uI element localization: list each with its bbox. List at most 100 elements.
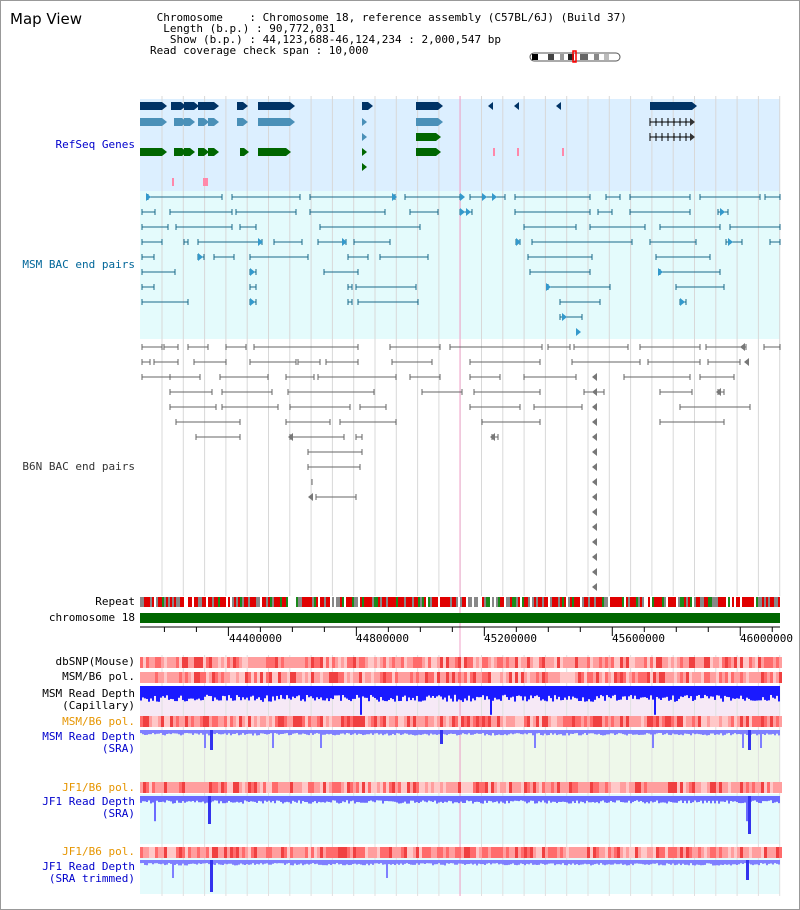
depth-bar — [454, 860, 456, 865]
msm-read-depth-cap-label[interactable]: MSM Read Depth (Capillary) — [42, 688, 135, 712]
heat-cell — [287, 716, 290, 727]
jf1-b6-pol-label-2[interactable]: JF1/B6 pol. — [62, 845, 135, 858]
gene-feature — [198, 102, 214, 110]
depth-bar — [504, 686, 506, 695]
heat-cell — [317, 847, 320, 858]
depth-bar — [472, 860, 474, 865]
heat-cell — [248, 672, 251, 683]
msm-bac-label[interactable]: MSM BAC end pairs — [22, 258, 135, 271]
heat-cell — [143, 716, 146, 727]
heat-cell — [317, 672, 320, 683]
depth-bar — [264, 686, 266, 699]
msm-read-depth-sra-label[interactable]: MSM Read Depth (SRA) — [42, 731, 135, 755]
heat-cell — [536, 657, 539, 668]
heat-cell — [347, 672, 350, 683]
repeat-segment — [474, 597, 476, 607]
refseq-genes-label[interactable]: RefSeq Genes — [55, 138, 135, 151]
depth-bar — [384, 686, 386, 702]
heat-cell — [668, 847, 671, 858]
depth-bar — [648, 860, 650, 865]
heat-cell — [707, 716, 710, 727]
depth-bar — [372, 860, 374, 865]
repeat-segment — [634, 597, 636, 607]
depth-bar — [698, 730, 700, 735]
msm-b6-pol-label-2[interactable]: MSM/B6 pol. — [62, 715, 135, 728]
gene-marker — [392, 193, 397, 201]
depth-bar — [342, 860, 344, 866]
heat-cell — [176, 672, 179, 683]
repeat-segment — [358, 597, 360, 607]
depth-bar — [654, 796, 656, 802]
depth-bar — [556, 686, 558, 700]
heat-cell — [614, 716, 617, 727]
depth-bar — [486, 730, 488, 735]
depth-bar — [272, 730, 274, 748]
heat-cell — [623, 657, 626, 668]
heat-cell — [143, 782, 146, 793]
heat-cell — [620, 657, 623, 668]
heat-cell — [440, 716, 443, 727]
jf1-read-depth-trim-label[interactable]: JF1 Read Depth (SRA trimmed) — [42, 861, 135, 885]
heat-cell — [389, 782, 392, 793]
repeat-segment — [190, 597, 192, 607]
repeat-segment — [328, 597, 330, 607]
repeat-segment — [172, 597, 174, 607]
repeat-label[interactable]: Repeat — [95, 595, 135, 608]
repeat-segment — [700, 597, 702, 607]
heat-cell — [245, 716, 248, 727]
depth-bar — [390, 860, 392, 865]
dbsnp-label[interactable]: dbSNP(Mouse) — [55, 655, 135, 668]
depth-bar — [746, 686, 748, 698]
depth-bar — [440, 686, 442, 697]
repeat-segment — [650, 597, 652, 607]
heat-cell — [149, 782, 152, 793]
heat-cell — [563, 716, 566, 727]
heat-cell — [449, 716, 452, 727]
heat-cell — [623, 716, 626, 727]
heat-cell — [740, 657, 743, 668]
repeat-segment — [732, 597, 734, 607]
repeat-segment — [708, 597, 710, 607]
heat-cell — [764, 847, 767, 858]
depth-bar — [580, 796, 582, 802]
repeat-segment — [286, 597, 288, 607]
depth-bar — [490, 860, 492, 865]
heat-cell — [254, 716, 257, 727]
repeat-segment — [746, 597, 748, 607]
heat-cell — [767, 672, 770, 683]
depth-bar — [334, 730, 336, 736]
heat-cell — [629, 847, 632, 858]
chromosome-label[interactable]: chromosome 18 — [48, 611, 135, 624]
gene-marker — [658, 268, 663, 276]
heat-cell — [548, 657, 551, 668]
repeat-segment — [518, 597, 520, 607]
repeat-segment — [490, 597, 492, 607]
heat-cell — [251, 716, 254, 727]
heat-cell — [239, 657, 242, 668]
b6n-bac-label[interactable]: B6N BAC end pairs — [22, 460, 135, 473]
gene-marker — [592, 553, 597, 561]
heat-cell — [332, 672, 335, 683]
depth-bar — [330, 730, 332, 734]
heat-cell — [455, 782, 458, 793]
heat-cell — [461, 657, 464, 668]
depth-bar — [416, 730, 418, 736]
depth-bar — [224, 860, 226, 864]
heat-cell — [281, 782, 284, 793]
depth-bar — [214, 686, 216, 698]
heat-cell — [758, 657, 761, 668]
repeat-segment — [220, 597, 222, 607]
jf1-read-depth-sra-label[interactable]: JF1 Read Depth (SRA) — [42, 796, 135, 820]
depth-bar — [204, 796, 206, 804]
heat-cell — [284, 657, 287, 668]
depth-bar — [206, 686, 208, 695]
heat-cell — [614, 657, 617, 668]
depth-bar — [376, 686, 378, 700]
depth-bar — [274, 730, 276, 734]
depth-bar — [680, 860, 682, 866]
depth-bar — [608, 860, 610, 865]
jf1-b6-pol-label-1[interactable]: JF1/B6 pol. — [62, 781, 135, 794]
msm-b6-pol-label-1[interactable]: MSM/B6 pol. — [62, 670, 135, 683]
repeat-segment — [704, 597, 706, 607]
